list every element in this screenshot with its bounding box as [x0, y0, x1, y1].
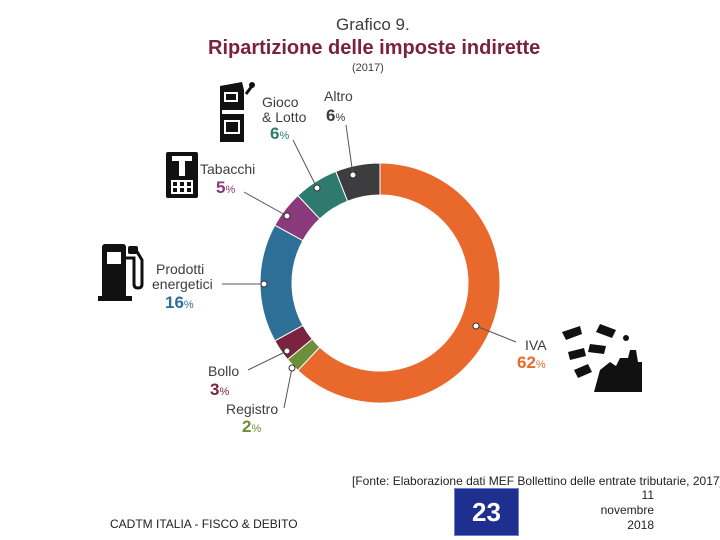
slice-iva	[297, 162, 501, 404]
leader-dot	[472, 322, 480, 330]
label-bollo-pct: 3%	[210, 380, 230, 399]
label-gioco-name: Gioco & Lotto	[262, 94, 307, 125]
label-altro-name: Altro	[324, 88, 353, 104]
leader-line	[292, 139, 318, 189]
label-iva-name: IVA	[525, 337, 547, 353]
label-energetici-name: Prodotti energetici	[152, 261, 213, 292]
label-tabacchi-name: Tabacchi	[200, 161, 256, 177]
label-iva-pct: 62%	[517, 353, 546, 372]
money-printer-icon	[562, 324, 642, 392]
label-gioco-pct: 6%	[270, 124, 290, 143]
leader-line	[247, 350, 288, 371]
leader-dot	[313, 184, 321, 192]
label-altro-pct: 6%	[326, 106, 346, 125]
label-registro-pct: 2%	[242, 417, 262, 436]
label-bollo-name: Bollo	[208, 363, 240, 379]
chart-label: Grafico 9.	[336, 15, 410, 34]
page-number: 23	[454, 488, 519, 536]
footer-org: CADTM ITALIA - FISCO & DEBITO	[110, 517, 298, 531]
leader-dot	[260, 280, 268, 288]
tobacco-sign-icon	[166, 152, 198, 198]
slice-altro	[335, 162, 381, 202]
leader-dot	[283, 347, 291, 355]
source-note: [Fonte: Elaborazione dati MEF Bollettino…	[352, 474, 720, 488]
leader-line	[283, 367, 293, 409]
label-tabacchi-pct: 5%	[216, 178, 236, 197]
leader-dot	[288, 364, 296, 372]
leader-dot	[283, 212, 291, 220]
footer-date: 11 novembre 2018	[600, 488, 654, 532]
label-registro-name: Registro	[226, 401, 279, 417]
slot-machine-icon	[220, 82, 255, 142]
label-energetici-pct: 16%	[165, 293, 194, 312]
leader-line	[243, 191, 288, 217]
chart-title: Ripartizione delle imposte indirette	[208, 37, 541, 59]
fuel-pump-icon	[98, 244, 144, 301]
chart-year: (2017)	[352, 62, 384, 74]
leader-line	[475, 325, 517, 343]
leader-line	[345, 124, 354, 176]
leader-dot	[349, 171, 357, 179]
